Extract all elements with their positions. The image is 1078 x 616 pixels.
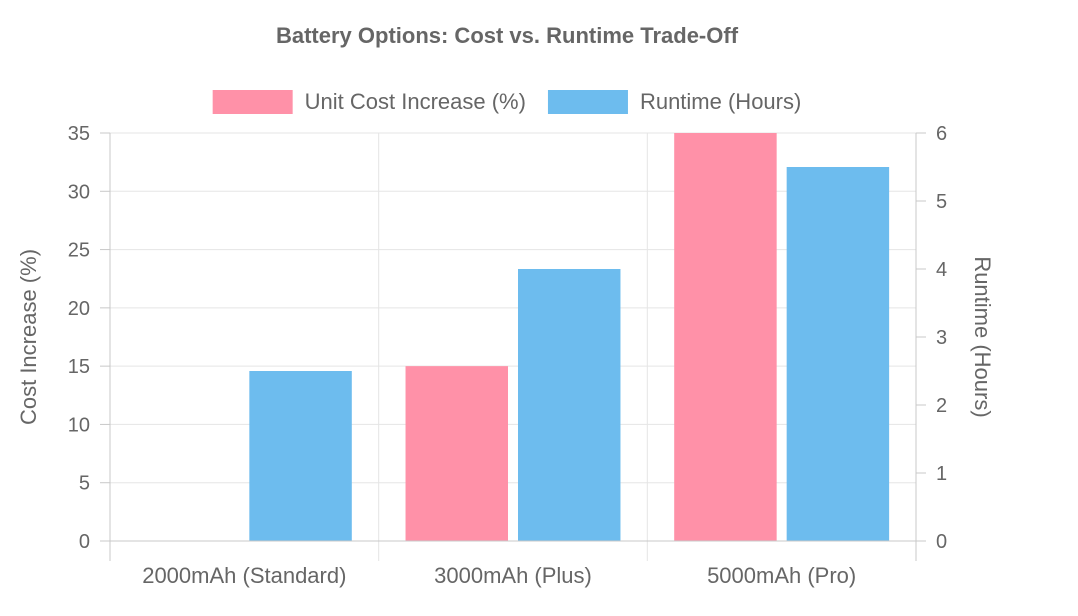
bars-layer [249,133,890,541]
legend-swatch [212,90,293,114]
bar-runtime [249,371,352,541]
y-right-tick-label: 1 [936,463,947,485]
x-tick-label: 3000mAh (Plus) [434,563,592,588]
y-right-tick-label: 4 [936,259,947,281]
legend-swatch [547,90,628,114]
y-right-tick-label: 2 [936,395,947,417]
y-left-tick-label: 10 [68,414,90,436]
legend-label: Runtime (Hours) [640,89,801,114]
y-right-tick-label: 3 [936,327,947,349]
y-right-tick-label: 0 [936,531,947,553]
y-axis-left-label: Cost Increase (%) [16,249,41,425]
legend-label: Unit Cost Increase (%) [305,89,526,114]
bar-runtime [518,269,621,541]
axis-layer: 0 5 10 15 20 25 30 35 0 1 2 3 4 5 6 2000mAh (Standard) 3… [68,123,947,588]
y-left-tick-label: 25 [68,240,90,262]
x-tick-label: 5000mAh (Pro) [707,563,856,588]
y-right-tick-label: 5 [936,191,947,213]
y-left-tick-label: 35 [68,123,90,145]
bar-runtime [786,167,890,541]
legend: Unit Cost Increase (%) Runtime (Hours) [212,89,801,114]
x-tick-label: 2000mAh (Standard) [142,563,346,588]
y-left-tick-label: 15 [68,356,90,378]
y-left-tick-label: 30 [68,181,90,203]
y-left-tick-label: 5 [79,473,90,495]
bar-cost [405,366,508,541]
grid-layer [109,132,917,561]
chart-title: Battery Options: Cost vs. Runtime Trade-… [276,23,739,48]
y-axis-right-label: Runtime (Hours) [970,256,995,417]
y-left-tick-label: 0 [79,531,90,553]
y-right-tick-label: 6 [936,123,947,145]
y-left-tick-label: 20 [68,298,90,320]
bar-cost [674,133,777,541]
